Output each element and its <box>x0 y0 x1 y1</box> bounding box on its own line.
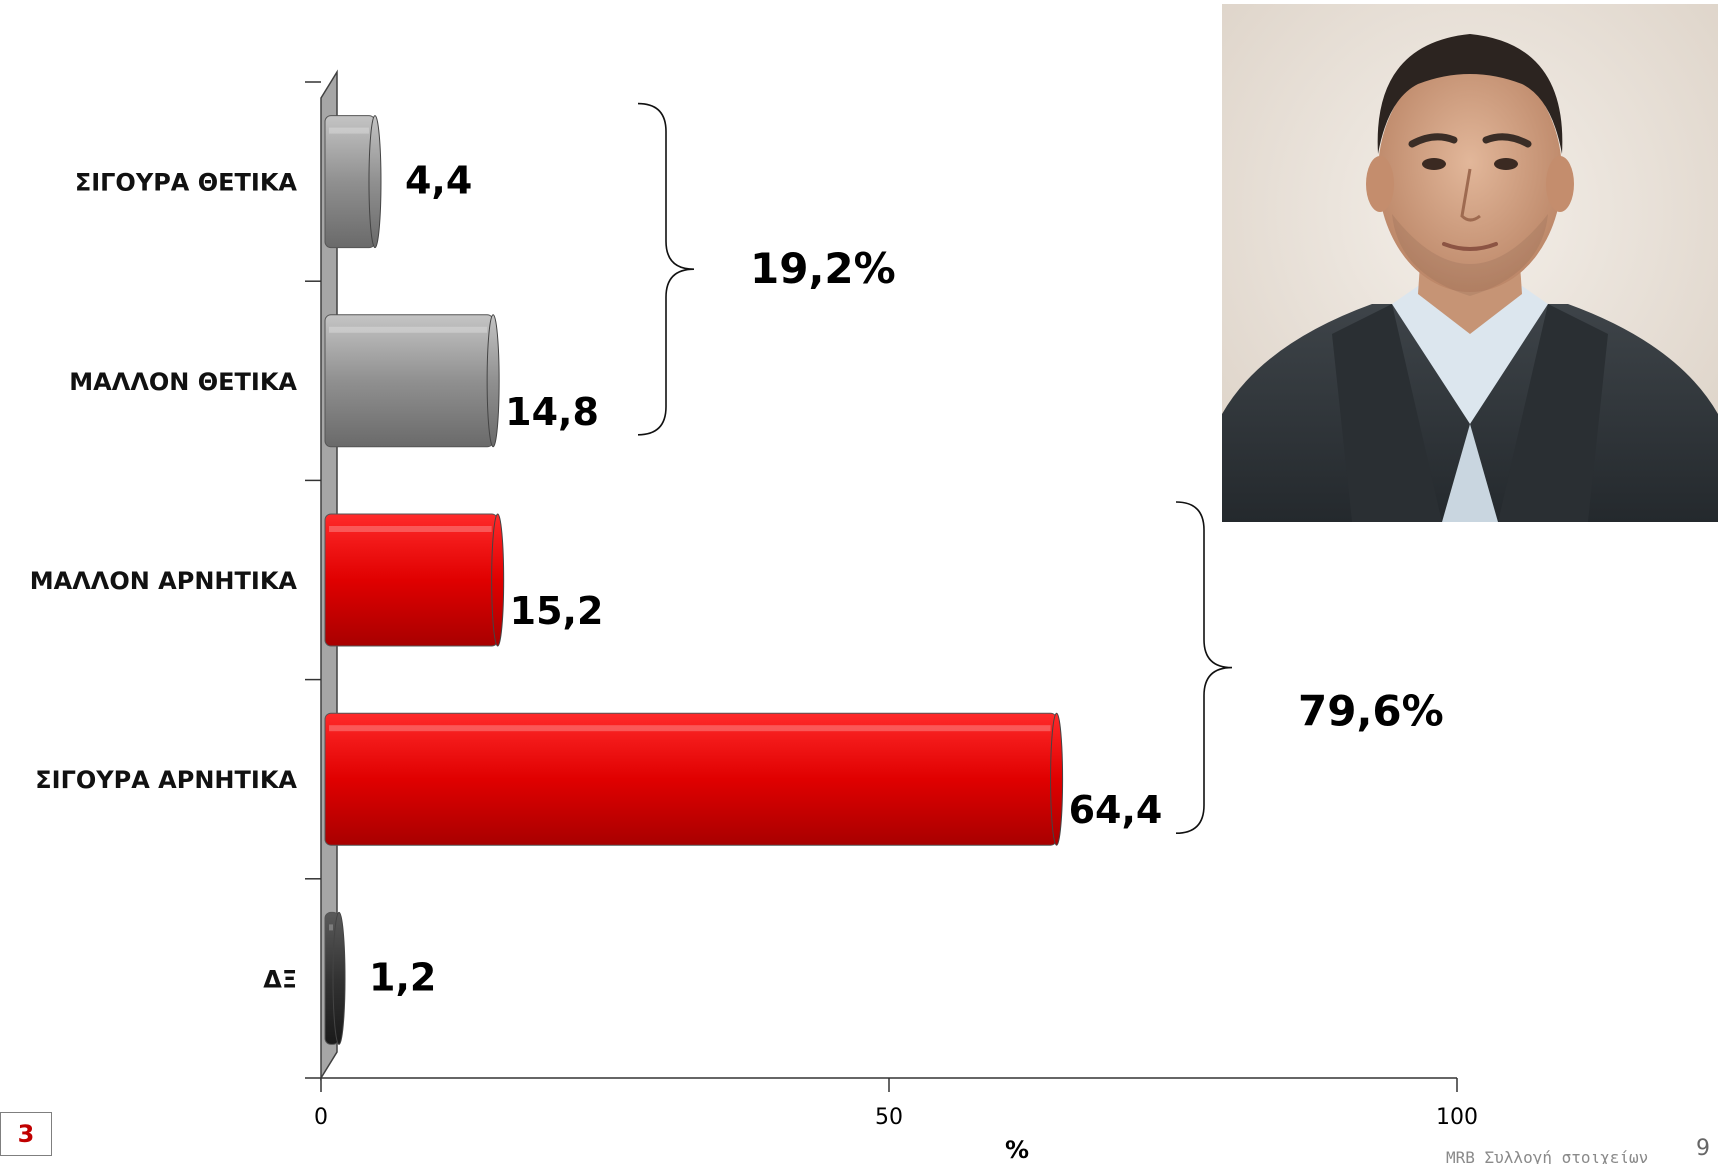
bar-cap <box>486 314 500 448</box>
group-brace <box>637 102 695 436</box>
value-label: 4,4 <box>405 159 472 203</box>
bar-body <box>324 115 376 249</box>
group-total-label: 79,6% <box>1298 687 1444 736</box>
bar-body <box>324 314 494 448</box>
bar-highlight <box>329 725 1051 732</box>
x-axis-title: % <box>1005 1136 1029 1164</box>
bar-body <box>324 712 1058 846</box>
category-label: ΜΑΛΛΟΝ ΘΕΤΙΚΑ <box>69 368 297 396</box>
bars-layer <box>324 115 1064 1045</box>
bar-cap <box>368 115 382 249</box>
bar-highlight <box>329 924 333 931</box>
category-label: ΜΑΛΛΟΝ ΑΡΝΗΤΙΚΑ <box>30 567 298 595</box>
portrait-photo <box>1222 4 1718 522</box>
page-box: 3 <box>0 1112 52 1156</box>
bar-highlight <box>329 526 492 532</box>
bar <box>324 115 382 249</box>
category-label: ΣΙΓΟΥΡΑ ΑΡΝΗΤΙΚΑ <box>35 766 297 794</box>
footer-note: MRB Συλλογή στοιχείων <box>1446 1148 1649 1164</box>
labels-layer: ΣΙΓΟΥΡΑ ΘΕΤΙΚΑ 4,4 ΜΑΛΛΟΝ ΘΕΤΙΚΑ 14,8 ΜΑΛΛΟΝ… <box>30 159 1163 1000</box>
value-label: 1,2 <box>369 955 436 999</box>
group-brace <box>1175 501 1233 834</box>
x-tick-label: 0 <box>314 1105 328 1130</box>
groups-layer: 19,2% 79,6% <box>637 102 1444 834</box>
bar <box>324 712 1064 846</box>
bar-cap <box>491 513 505 647</box>
group-total-label: 19,2% <box>750 244 896 293</box>
category-label: ΣΙΓΟΥΡΑ ΘΕΤΙΚΑ <box>75 169 298 197</box>
footer-page-number: 9 <box>1696 1136 1710 1161</box>
bar <box>324 314 500 448</box>
x-tick-label: 100 <box>1436 1105 1478 1130</box>
bar <box>324 513 505 647</box>
category-label: ΔΞ <box>263 965 297 993</box>
bar-highlight <box>329 127 369 134</box>
bar-cap <box>1050 712 1064 846</box>
bar <box>324 911 346 1045</box>
value-label: 14,8 <box>505 390 599 434</box>
x-tick-label: 50 <box>875 1105 903 1130</box>
bar-cap <box>332 911 346 1045</box>
bar-body <box>324 513 499 647</box>
value-label: 64,4 <box>1069 788 1163 832</box>
value-label: 15,2 <box>510 589 604 633</box>
bar-highlight <box>329 326 488 333</box>
